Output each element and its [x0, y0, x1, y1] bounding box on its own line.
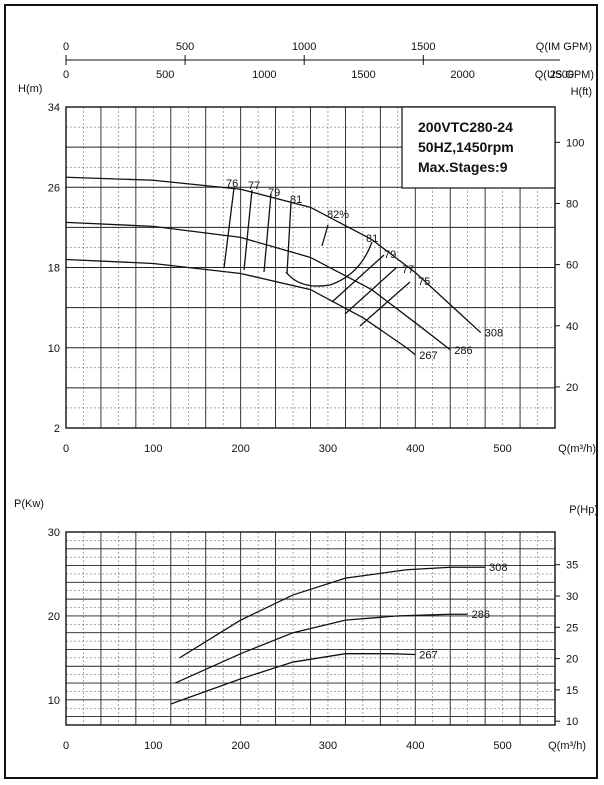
speed-spec: 50HZ,1450rpm: [418, 139, 514, 155]
power-curve-286: [174, 613, 468, 684]
head-x-tick: 100: [144, 443, 162, 455]
head-series-label-267: 267: [419, 350, 437, 362]
head-y-tick: 10: [48, 343, 60, 355]
head-y-right-tick: 80: [566, 198, 578, 210]
power-y-label: P(Kw): [14, 498, 44, 510]
head-y-right-tick: 20: [566, 382, 578, 394]
power-x-tick: 300: [319, 740, 337, 752]
power-x-tick: 500: [493, 740, 511, 752]
head-chart: H(m) H(ft) Q(m³/h) 0 100 200 300 400 500 2 10 18…: [18, 83, 596, 455]
power-series-label-308: 308: [489, 562, 507, 574]
power-x-tick: 400: [406, 740, 424, 752]
us-gpm-tick: 500: [156, 69, 174, 81]
head-y-right-tick: 40: [566, 321, 578, 333]
head-plot-border: [65, 106, 556, 429]
title-box: 200VTC280-24 50HZ,1450rpm Max.Stages:9: [401, 106, 556, 189]
power-y-right-tick: 25: [566, 622, 578, 634]
us-gpm-tick: 2500: [550, 69, 574, 81]
power-x-tick: 0: [63, 740, 69, 752]
power-y-right-tick: 20: [566, 654, 578, 666]
power-y-right-tick: 10: [566, 716, 578, 728]
head-y-tick: 34: [48, 102, 60, 114]
head-x-label: Q(m³/h): [558, 443, 596, 455]
us-gpm-tick: 1500: [351, 69, 375, 81]
eff-label-81: 81: [290, 194, 302, 206]
head-y-right-label: H(ft): [571, 86, 592, 98]
head-y-right-tick: 100: [566, 137, 584, 149]
us-gpm-tick: 2000: [450, 69, 474, 81]
eff-line-75-right: [359, 281, 411, 327]
power-y-tick: 20: [48, 611, 60, 623]
head-x-tick: 300: [319, 443, 337, 455]
power-y-right-tick: 35: [566, 560, 578, 572]
head-curve-308: [65, 176, 482, 334]
power-y-tick: 10: [48, 695, 60, 707]
head-series-label-286: 286: [454, 345, 472, 357]
head-y-right-tick: 60: [566, 260, 578, 272]
top-flow-axes: 0 500 1000 1500 Q(IM GPM) 0 500 1000 1500 2000 2…: [63, 41, 594, 81]
us-gpm-axis-label: Q(US GPM): [535, 69, 594, 81]
title-box-border: [401, 106, 556, 189]
head-x-tick: 500: [493, 443, 511, 455]
power-x-label: Q(m³/h): [548, 740, 586, 752]
power-curve-308: [179, 566, 486, 659]
efficiency-lines: [223, 187, 411, 327]
power-x-tick: 100: [144, 740, 162, 752]
eff-line-76: [223, 187, 235, 269]
eff-label-82: 82%: [327, 209, 349, 221]
power-x-tick: 200: [231, 740, 249, 752]
eff-line-82: [321, 224, 329, 247]
im-gpm-tick: 500: [176, 41, 194, 53]
eff-loop-81: [285, 241, 373, 287]
power-plot-border: [65, 531, 556, 726]
head-curve-267: [65, 258, 416, 356]
model-title: 200VTC280-24: [418, 119, 513, 135]
power-series-label-286: 286: [472, 609, 490, 621]
eff-line-77: [243, 189, 253, 271]
im-gpm-tick: 0: [63, 41, 69, 53]
im-gpm-tick: 1000: [292, 41, 316, 53]
eff-label-79: 79: [268, 187, 280, 199]
eff-line-77-right: [344, 267, 397, 315]
head-curve-286: [65, 221, 451, 351]
head-series-label-308: 308: [485, 328, 503, 340]
eff-label-77: 77: [248, 180, 260, 192]
power-y-tick: 30: [48, 527, 60, 539]
head-x-tick: 0: [63, 443, 69, 455]
head-y-tick: 2: [54, 423, 60, 435]
head-y-tick: 18: [48, 263, 60, 275]
eff-line-79-right: [331, 254, 385, 303]
eff-label-81-right: 81: [366, 233, 378, 245]
eff-line-81-left: [286, 201, 292, 275]
power-curve-267: [170, 653, 416, 705]
head-x-tick: 200: [231, 443, 249, 455]
im-gpm-axis-label: Q(IM GPM): [536, 41, 592, 53]
efficiency-labels: 76 77 79 81 82% 81 79 77 75: [226, 178, 430, 288]
power-y-right-label: P(Hp): [569, 504, 598, 516]
head-y-label: H(m): [18, 83, 42, 95]
power-series-label-267: 267: [419, 650, 437, 662]
max-stages: Max.Stages:9: [418, 159, 508, 175]
us-gpm-tick: 0: [63, 69, 69, 81]
eff-line-79: [263, 193, 272, 273]
im-gpm-tick: 1500: [411, 41, 435, 53]
chart-frame: [4, 4, 598, 779]
power-y-right-tick: 30: [566, 591, 578, 603]
head-y-tick: 26: [48, 182, 60, 194]
head-x-tick: 400: [406, 443, 424, 455]
eff-label-75-right: 75: [418, 276, 430, 288]
power-y-right-tick: 15: [566, 685, 578, 697]
eff-label-79-right: 79: [384, 249, 396, 261]
power-chart: P(Kw) P(Hp) Q(m³/h) 0 100 200 300 400 500 10 20…: [14, 498, 598, 752]
us-gpm-tick: 1000: [252, 69, 276, 81]
eff-label-76: 76: [226, 178, 238, 190]
eff-label-77-right: 77: [402, 264, 414, 276]
